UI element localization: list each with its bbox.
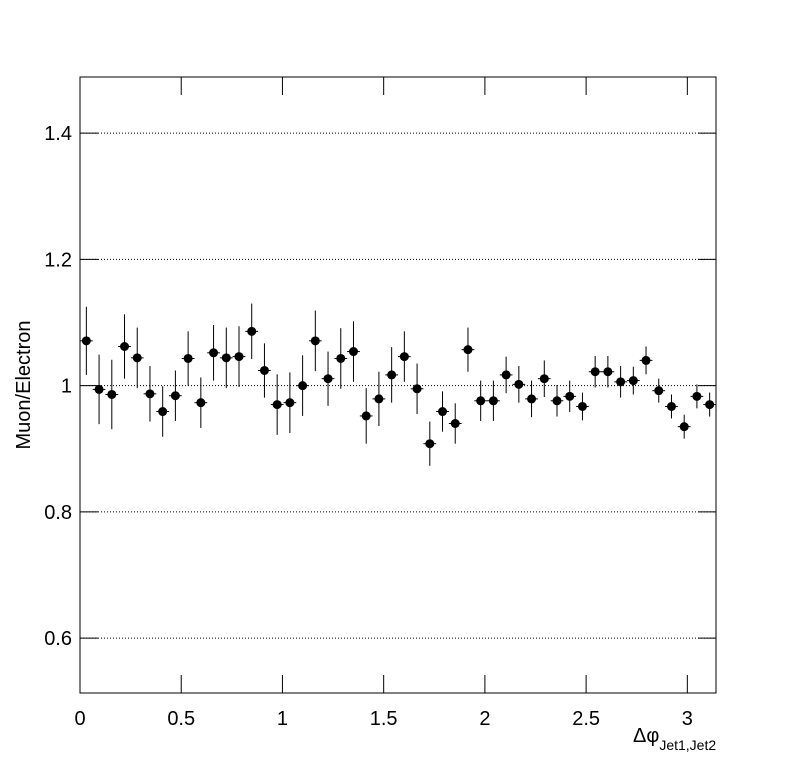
x-tick-label: 3 <box>682 708 693 730</box>
x-axis-label-sub: Jet1,Jet2 <box>659 737 716 753</box>
data-point <box>628 376 638 386</box>
data-point <box>641 355 651 365</box>
data-point <box>234 352 244 362</box>
data-point <box>399 352 409 362</box>
data-point <box>183 353 193 363</box>
data-point <box>145 389 155 399</box>
data-point <box>425 439 435 449</box>
data-point <box>310 336 320 346</box>
data-point <box>285 398 295 408</box>
y-tick-label: 0.6 <box>44 628 72 650</box>
data-point <box>679 422 689 432</box>
data-point <box>438 407 448 417</box>
data-point <box>616 377 626 387</box>
data-point <box>196 398 206 408</box>
data-point <box>705 400 715 410</box>
data-point <box>247 326 257 336</box>
data-point <box>132 353 142 363</box>
data-point <box>107 389 117 399</box>
data-point <box>603 367 613 377</box>
y-tick-label: 1.2 <box>44 249 72 271</box>
data-point <box>348 347 358 357</box>
data-point <box>272 400 282 410</box>
data-point <box>259 365 269 375</box>
x-axis-label: ΔφJet1,Jet2 <box>633 725 716 753</box>
data-point <box>298 381 308 391</box>
data-point <box>501 370 511 380</box>
data-point <box>476 396 486 406</box>
y-tick-label: 1 <box>61 376 72 398</box>
data-point <box>323 374 333 384</box>
data-point <box>412 384 422 394</box>
data-point <box>654 386 664 396</box>
x-tick-label: 2.5 <box>572 708 600 730</box>
data-point <box>81 336 91 346</box>
data-point <box>450 419 460 428</box>
data-point <box>158 407 168 417</box>
data-point <box>527 394 537 404</box>
x-tick-label: 0 <box>74 708 85 730</box>
data-point <box>387 370 397 380</box>
data-point <box>565 391 575 401</box>
data-point <box>336 353 346 363</box>
data-point <box>463 345 473 355</box>
data-point <box>94 384 104 394</box>
plot-frame <box>79 76 717 694</box>
data-point <box>209 348 219 358</box>
data-point <box>539 374 549 384</box>
x-tick-label: 0.5 <box>167 708 195 730</box>
data-point <box>552 396 562 406</box>
data-point <box>120 342 130 351</box>
x-tick-label: 2 <box>479 708 490 730</box>
data-point <box>170 391 180 401</box>
x-tick-label: 1.5 <box>370 708 398 730</box>
data-point <box>514 379 524 389</box>
data-point <box>374 394 384 404</box>
x-tick-label: 1 <box>277 708 288 730</box>
data-point <box>221 353 231 363</box>
data-point <box>666 401 676 411</box>
y-axis-label: Muon/Electron <box>13 321 35 450</box>
x-axis-label-main: Δφ <box>633 725 659 747</box>
data-point <box>692 391 702 401</box>
data-point <box>590 367 600 377</box>
data-point <box>488 396 498 406</box>
y-tick-label: 1.4 <box>44 123 72 145</box>
data-point <box>577 401 587 411</box>
data-point <box>361 411 371 421</box>
y-tick-label: 0.8 <box>44 502 72 524</box>
